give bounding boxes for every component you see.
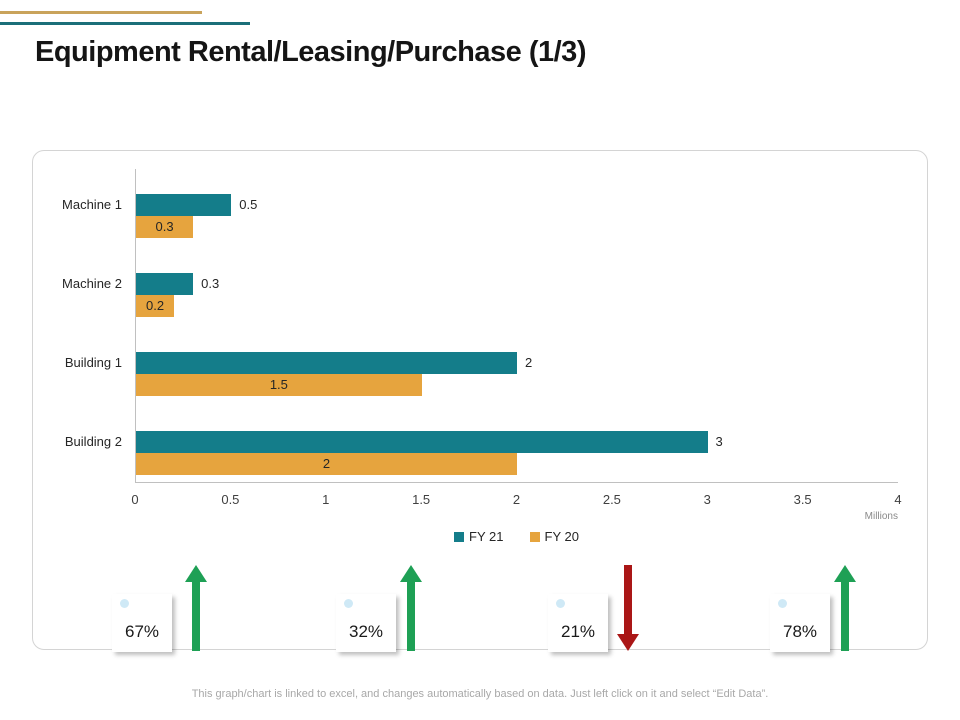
- gold-accent-line: [0, 11, 202, 14]
- bar-fy-21-building-1: [136, 352, 517, 374]
- stat-card: 67%: [112, 594, 172, 652]
- stat-value: 78%: [782, 622, 818, 641]
- x-tick-label: 2.5: [602, 492, 621, 507]
- arrow-shaft: [192, 580, 200, 651]
- bar-value-label: 0.5: [239, 197, 258, 212]
- legend-item-fy-20: FY 20: [529, 529, 579, 544]
- bar-fy-21-machine-2: [136, 273, 194, 295]
- plot-area: Machine 1 0.5 0.3 Machine 2 0.3 0.2 Building 1…: [62, 169, 898, 483]
- dot-icon: [778, 599, 787, 608]
- dot-icon: [556, 599, 565, 608]
- stat-value: 67%: [124, 622, 160, 641]
- bar-value-label: 0.3: [201, 276, 220, 291]
- x-tick-label: 1: [322, 492, 330, 507]
- stat-value: 21%: [560, 622, 596, 641]
- arrow-head: [185, 565, 207, 582]
- bar-value-label: 2: [525, 355, 533, 370]
- x-tick-label: 0.5: [221, 492, 240, 507]
- x-tick-label: 2: [512, 492, 521, 507]
- legend-label: FY 21: [469, 529, 504, 544]
- bar-value-label: 2: [322, 456, 331, 471]
- bar-fy-20-building-2: [136, 453, 517, 475]
- bar-fy-21-machine-1: [136, 194, 232, 216]
- bar-fy-20-machine-2: [136, 295, 175, 317]
- bar-fy-20-building-1: [136, 374, 422, 396]
- axis-units-label: Millions: [864, 511, 898, 522]
- arrow-head: [400, 565, 422, 582]
- up-arrow-icon: [834, 565, 856, 651]
- x-tick-label: 0: [131, 492, 139, 507]
- chart-card[interactable]: Machine 1 0.5 0.3 Machine 2 0.3 0.2 Building 1…: [32, 150, 928, 650]
- arrow-shaft: [407, 580, 415, 651]
- bar-value-label: 1.5: [269, 377, 288, 392]
- legend: FY 21 FY 20: [135, 529, 898, 544]
- legend-swatch-icon: [529, 531, 540, 542]
- stat-card: 32%: [336, 594, 396, 652]
- stat-callout-1: 67%: [112, 565, 242, 655]
- x-axis-ticks: 0 0.5 1 1.5 2 2.5 3 3.5 4: [131, 492, 902, 508]
- x-tick-label: 4: [894, 492, 902, 507]
- stat-callout-3: 21%: [548, 565, 678, 655]
- category-label-machine-1: Machine 1: [62, 197, 122, 212]
- stat-value: 32%: [348, 622, 384, 641]
- dot-icon: [344, 599, 353, 608]
- bar-value-label: 0.2: [146, 298, 165, 313]
- down-arrow-icon: [617, 565, 639, 651]
- category-label-machine-2: Machine 2: [62, 276, 122, 291]
- teal-accent-line: [0, 22, 250, 25]
- bar-value-label: 3: [715, 434, 723, 449]
- bar-value-label: 0.3: [155, 219, 174, 234]
- bar-fy-21-building-2: [136, 431, 708, 453]
- x-tick-label: 3.5: [793, 492, 812, 507]
- footer-note: This graph/chart is linked to excel, and…: [191, 688, 769, 700]
- stat-callout-2: 32%: [336, 565, 466, 655]
- arrow-head: [617, 634, 639, 651]
- legend-label: FY 20: [544, 529, 579, 544]
- stat-card: 21%: [548, 594, 608, 652]
- page-title: Equipment Rental/Leasing/Purchase (1/3): [35, 36, 586, 68]
- x-tick-label: 1.5: [412, 492, 431, 507]
- arrow-shaft: [841, 580, 849, 651]
- legend-swatch-icon: [454, 531, 465, 542]
- bar-fy-20-machine-1: [136, 216, 194, 238]
- arrow-shaft: [624, 565, 632, 636]
- dot-icon: [120, 599, 129, 608]
- stat-card: 78%: [770, 594, 830, 652]
- category-label-building-2: Building 2: [64, 434, 122, 449]
- x-tick-label: 3: [703, 492, 711, 507]
- stat-callout-4: 78%: [770, 565, 900, 655]
- arrow-head: [834, 565, 856, 582]
- up-arrow-icon: [400, 565, 422, 651]
- category-label-building-1: Building 1: [64, 355, 122, 370]
- up-arrow-icon: [185, 565, 207, 651]
- legend-item-fy-21: FY 21: [454, 529, 504, 544]
